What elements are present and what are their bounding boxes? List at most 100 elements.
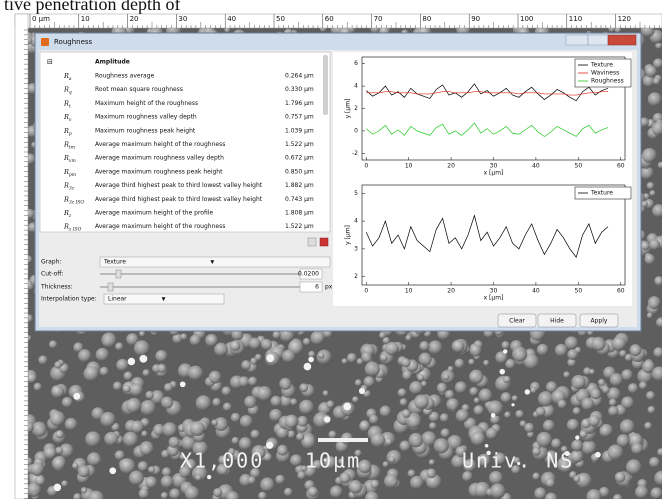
grain: [222, 402, 232, 412]
x-tick-label: 50: [575, 163, 583, 170]
grain: [557, 456, 573, 473]
bright-particle: [266, 441, 274, 449]
grain: [640, 241, 650, 251]
y-tick-label: 4: [354, 218, 358, 225]
top-ruler: [14, 13, 662, 29]
grain: [397, 388, 407, 398]
x-tick-label: 60: [617, 163, 625, 170]
grain: [613, 493, 623, 499]
grain: [59, 443, 74, 458]
save-button[interactable]: [319, 237, 329, 247]
grain: [363, 376, 375, 388]
button[interactable]: [497, 313, 537, 328]
y-tick-label: 2: [354, 105, 358, 112]
symbol-subscript: vm: [69, 159, 76, 164]
grain: [379, 405, 392, 418]
x-tick-label: 40: [532, 288, 540, 295]
copy-button[interactable]: [307, 237, 317, 247]
grain: [28, 457, 33, 467]
grain: [160, 475, 174, 489]
section-title: Amplitude: [95, 59, 130, 66]
ruler-label: 90: [471, 15, 480, 23]
minimize[interactable]: [565, 34, 589, 46]
grain: [260, 338, 273, 351]
grain: [655, 317, 662, 328]
grain: [138, 488, 149, 499]
symbol-letter: R: [63, 141, 69, 149]
grain: [538, 391, 554, 407]
x-tick-label: 60: [617, 288, 625, 295]
grain: [250, 429, 260, 439]
button[interactable]: [537, 313, 577, 328]
grain: [651, 366, 662, 382]
grain: [214, 342, 228, 357]
grain: [519, 420, 527, 428]
grain: [428, 411, 440, 423]
grain: [500, 392, 512, 404]
maximize[interactable]: [587, 34, 609, 46]
parameter-symbol: R3z: [63, 182, 75, 192]
grain: [570, 449, 584, 463]
grain: [428, 459, 435, 466]
grain: [141, 430, 148, 437]
grain: [51, 385, 65, 399]
grain: [589, 368, 596, 375]
grain: [54, 361, 62, 369]
slider-handle[interactable]: [107, 282, 114, 292]
close[interactable]: [607, 34, 637, 46]
ruler-label: 60: [325, 15, 334, 23]
grain: [338, 458, 345, 465]
grain: [247, 476, 256, 485]
grain: [607, 387, 621, 402]
grain: [51, 456, 66, 471]
grain: [218, 455, 229, 466]
grain: [308, 350, 316, 358]
x-tick-label: 10: [405, 288, 413, 295]
grain: [646, 391, 656, 401]
bright-particle: [303, 362, 312, 371]
grain: [477, 453, 491, 467]
grain: [230, 412, 241, 423]
parameter-value: 1.522 µm: [285, 223, 314, 230]
y-tick-label: -2: [352, 150, 358, 157]
slider-handle[interactable]: [115, 269, 122, 279]
parameter-value: 0.850 µm: [285, 168, 314, 175]
grain: [263, 452, 273, 462]
parameter-value: 0.757 µm: [285, 114, 314, 121]
symbol-letter: R: [63, 168, 69, 176]
combo-box[interactable]: [99, 256, 331, 268]
spin-box[interactable]: [299, 281, 323, 293]
spin-unit: px: [325, 284, 333, 291]
y-tick-label: 2: [354, 273, 358, 280]
parameter-symbol: R3z ISO: [63, 195, 84, 205]
grain: [536, 431, 553, 448]
grain: [192, 440, 208, 457]
x-tick-label: 30: [490, 288, 498, 295]
grain: [409, 380, 423, 395]
grain: [116, 358, 129, 372]
grain: [657, 448, 662, 457]
grain: [301, 465, 308, 472]
spin-box[interactable]: [299, 268, 323, 280]
grain: [650, 487, 662, 499]
parameter-symbol: Rtm: [63, 141, 75, 151]
grain: [155, 349, 168, 363]
grain: [329, 485, 343, 499]
grain: [319, 28, 327, 33]
grain: [601, 385, 610, 394]
combo-box[interactable]: [103, 293, 225, 305]
grain: [462, 471, 473, 482]
grain: [370, 28, 380, 34]
scrollbar[interactable]: [323, 55, 328, 115]
plot-area: [333, 52, 632, 306]
grain: [180, 333, 188, 341]
button[interactable]: [579, 313, 619, 328]
grain: [654, 470, 662, 486]
grain: [226, 491, 240, 499]
grain: [566, 418, 580, 432]
parameter-value: 1.808 µm: [285, 210, 314, 217]
grain: [383, 474, 398, 489]
grain: [405, 334, 412, 342]
ruler-label: 20: [130, 15, 139, 23]
grain: [189, 421, 205, 437]
